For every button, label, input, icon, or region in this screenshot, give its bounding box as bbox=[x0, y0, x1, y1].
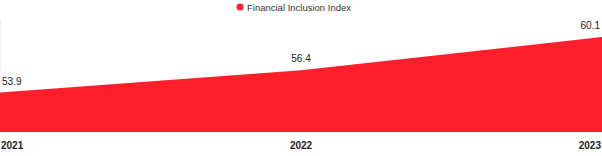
x-tick-label: 2022 bbox=[290, 140, 313, 151]
data-label: 53.9 bbox=[2, 76, 22, 87]
area bbox=[0, 37, 602, 132]
x-tick-label: 2021 bbox=[1, 140, 24, 151]
data-label: 56.4 bbox=[291, 53, 311, 64]
chart: 53.9 56.4 60.1 2021 2022 2023 Financial Inclus… bbox=[0, 0, 602, 156]
x-tick-label: 2023 bbox=[579, 140, 602, 151]
legend: Financial Inclusion Index bbox=[237, 2, 352, 13]
plot-area bbox=[0, 37, 602, 132]
legend-label: Financial Inclusion Index bbox=[247, 2, 351, 13]
legend-marker bbox=[237, 4, 244, 11]
data-label: 60.1 bbox=[581, 20, 601, 31]
